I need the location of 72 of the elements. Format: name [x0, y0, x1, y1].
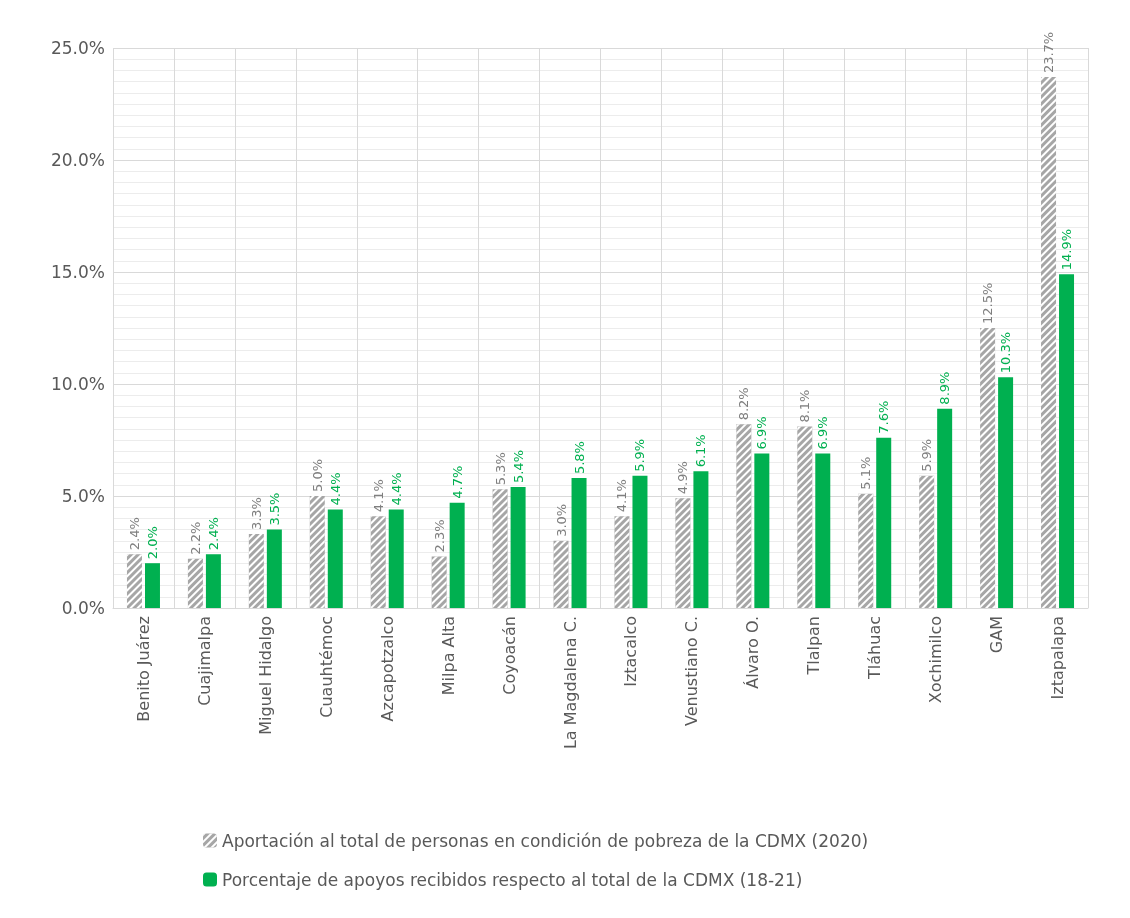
bar: [998, 377, 1014, 608]
x-tick-label: Cuajimalpa: [194, 616, 214, 706]
bar: [876, 437, 892, 608]
bar: [266, 529, 282, 608]
data-label: 5.9%: [919, 438, 935, 472]
y-tick-label: 5.0%: [61, 486, 105, 506]
data-label: 4.7%: [449, 465, 465, 499]
data-label: 4.1%: [614, 479, 630, 513]
y-tick-label: 25.0%: [50, 38, 105, 58]
x-tick-label: Tláhuac: [865, 616, 885, 680]
y-tick-label: 20.0%: [50, 150, 105, 170]
data-label: 3.3%: [248, 497, 264, 531]
data-label: 5.8%: [571, 441, 587, 475]
data-label: 2.2%: [187, 521, 203, 555]
bar: [815, 453, 831, 608]
y-tick-label: 15.0%: [50, 262, 105, 282]
x-tick-label: Benito Juárez: [133, 616, 153, 722]
data-label: 4.4%: [388, 472, 404, 506]
x-tick-label: Álvaro O.: [743, 616, 763, 689]
bar: [937, 408, 953, 608]
data-label: 8.2%: [736, 387, 752, 421]
x-tick-label: Coyoacán: [499, 616, 519, 695]
data-label: 5.9%: [632, 438, 648, 472]
bar: [449, 502, 465, 608]
data-label: 8.1%: [797, 389, 813, 423]
bar: [1059, 274, 1075, 608]
x-tick-label: Miguel Hidalgo: [255, 616, 275, 735]
legend-label: Aportación al total de personas en condición de pobreza de la CDMX (2020): [222, 830, 869, 851]
data-label: 4.4%: [327, 472, 343, 506]
data-label: 6.9%: [815, 416, 831, 450]
legend-label: Porcentaje de apoyos recibidos respecto al total de la CDMX (18-21): [222, 869, 803, 890]
y-tick-label: 0.0%: [61, 598, 105, 618]
bar: [571, 478, 587, 608]
data-label: 12.5%: [980, 282, 996, 324]
bar: [144, 563, 160, 608]
x-tick-label: Xochimilco: [926, 616, 946, 704]
data-label: 2.0%: [144, 526, 160, 560]
data-label: 4.1%: [370, 479, 386, 513]
data-label: 6.9%: [754, 416, 770, 450]
data-label: 10.3%: [998, 331, 1014, 374]
bar: [693, 471, 709, 608]
data-label: 8.9%: [937, 371, 953, 405]
data-label: 2.4%: [126, 517, 142, 551]
data-label: 23.7%: [1041, 31, 1057, 74]
x-tick-label: Iztacalco: [621, 616, 641, 687]
data-label: 6.1%: [693, 434, 709, 468]
bar: [632, 475, 648, 608]
data-label: 2.3%: [431, 519, 447, 553]
data-label: 5.1%: [858, 456, 874, 490]
x-tick-label: GAM: [987, 616, 1007, 654]
x-tick-label: La Magdalena C.: [560, 616, 580, 750]
data-label: 4.9%: [675, 461, 691, 495]
data-label: 3.0%: [553, 503, 569, 537]
data-label: 2.4%: [205, 517, 221, 551]
x-tick-label: Iztapalapa: [1048, 616, 1068, 700]
bar: [754, 453, 770, 608]
bar: [388, 509, 404, 608]
data-label: 5.0%: [309, 458, 325, 492]
data-label: 5.3%: [492, 452, 508, 486]
x-tick-label: Milpa Alta: [438, 616, 458, 696]
data-label: 5.4%: [510, 450, 526, 484]
data-label: 7.6%: [876, 400, 892, 434]
bar: [205, 554, 221, 608]
bar: [327, 509, 343, 608]
x-tick-label: Azcapotzalco: [377, 616, 397, 722]
x-tick-label: Cuauhtémoc: [316, 616, 336, 718]
x-tick-label: Tlalpan: [804, 616, 824, 676]
bar: [510, 487, 526, 608]
data-label: 3.5%: [266, 492, 282, 526]
data-label: 14.9%: [1059, 228, 1075, 271]
x-tick-label: Venustiano C.: [682, 616, 702, 726]
y-tick-label: 10.0%: [50, 374, 105, 394]
